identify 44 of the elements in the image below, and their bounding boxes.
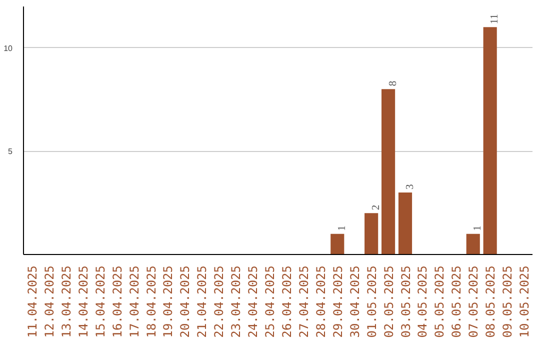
- x-tick-label: 06.05.2025: [450, 265, 464, 338]
- x-tick-label: 19.04.2025: [161, 265, 176, 338]
- x-tick-label: 30.04.2025: [348, 265, 362, 338]
- x-tick-label: 21.04.2025: [195, 265, 210, 338]
- x-tick-label: 29.04.2025: [330, 265, 345, 338]
- data-label: 8: [388, 80, 399, 86]
- x-tick-label: 13.04.2025: [59, 265, 74, 338]
- data-label: 11: [490, 14, 501, 24]
- x-tick-label: 03.05.2025: [398, 265, 413, 338]
- bar: [364, 213, 378, 254]
- x-tick-label: 17.04.2025: [127, 265, 142, 338]
- x-tick-label: 10.05.2025: [518, 265, 532, 338]
- x-tick-label: 27.04.2025: [296, 265, 311, 338]
- x-tick-label: 20.04.2025: [178, 265, 192, 338]
- bar: [398, 192, 412, 254]
- x-tick-label: 01.05.2025: [364, 265, 379, 338]
- data-label: 1: [336, 226, 348, 231]
- x-tick-label: 26.04.2025: [280, 265, 294, 338]
- bar: [330, 234, 344, 254]
- x-tick-label: 05.05.2025: [432, 265, 447, 338]
- x-tick-label: 12.04.2025: [42, 265, 56, 338]
- bar: [466, 234, 480, 254]
- x-tick-label: 02.05.2025: [382, 265, 396, 338]
- bar: [483, 27, 497, 254]
- x-tick-label: 22.04.2025: [212, 265, 226, 338]
- x-tick-label: 16.04.2025: [110, 265, 124, 338]
- y-tick-label: 5: [8, 147, 14, 156]
- x-tick-label: 07.05.2025: [466, 265, 481, 338]
- data-label: 1: [472, 226, 484, 231]
- bar: [381, 89, 396, 254]
- x-tick-label: 24.04.2025: [246, 265, 260, 338]
- x-tick-label: 08.05.2025: [484, 265, 498, 338]
- x-tick-label: 18.04.2025: [144, 265, 158, 338]
- x-tick-label: 25.04.2025: [263, 265, 278, 338]
- x-tick-label: 09.05.2025: [500, 265, 515, 338]
- x-tick-label: 28.04.2025: [314, 265, 328, 338]
- x-tick-label: 15.04.2025: [93, 265, 108, 338]
- x-tick-label: 04.05.2025: [416, 265, 430, 338]
- data-label: 3: [404, 184, 416, 190]
- x-tick-label: 14.04.2025: [76, 265, 90, 338]
- y-tick-label: 10: [4, 44, 14, 53]
- x-tick-label: 11.04.2025: [25, 265, 40, 338]
- x-tick-label: 23.04.2025: [229, 265, 244, 338]
- data-label: 2: [370, 204, 382, 210]
